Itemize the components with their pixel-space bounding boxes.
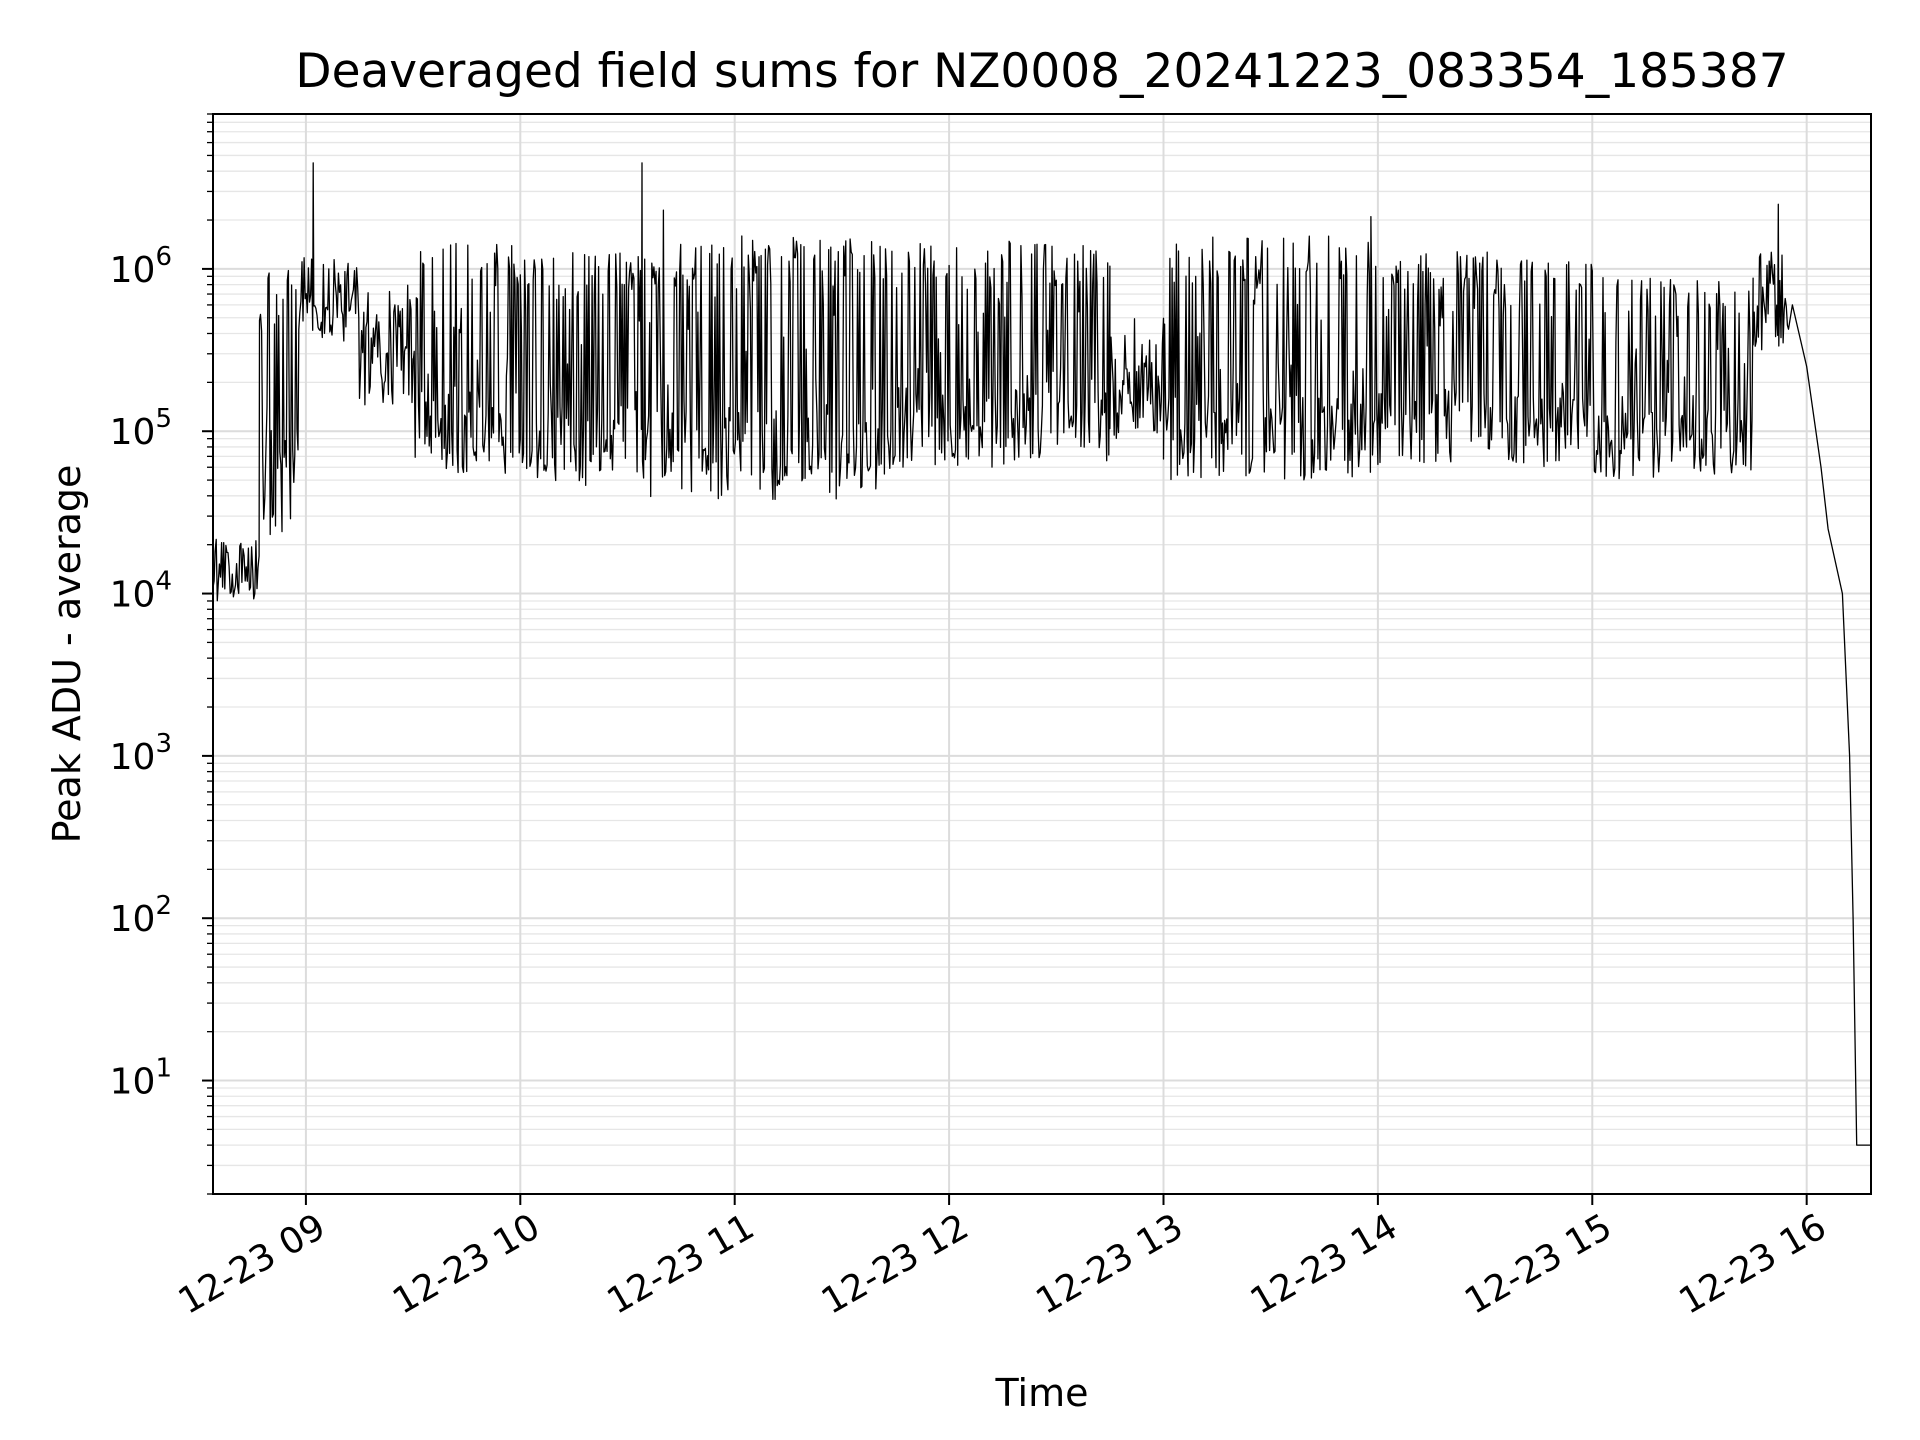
y-tick-label: 106 xyxy=(110,242,172,291)
y-tick-label: 105 xyxy=(110,404,172,453)
y-tick-exponent: 1 xyxy=(155,1054,172,1084)
y-tick-base: 10 xyxy=(110,737,156,778)
series-line xyxy=(212,162,1871,1146)
grid xyxy=(213,113,1871,1195)
y-tick-exponent: 6 xyxy=(155,242,172,272)
x-axis-label: Time xyxy=(995,1371,1089,1415)
y-tick-base: 10 xyxy=(110,575,156,616)
y-tick-exponent: 2 xyxy=(155,891,172,921)
y-tick-exponent: 4 xyxy=(155,567,172,597)
y-tick-label: 104 xyxy=(110,567,172,616)
y-tick-base: 10 xyxy=(110,1062,156,1103)
y-tick-exponent: 3 xyxy=(155,729,172,759)
y-tick-label: 101 xyxy=(110,1054,172,1103)
plot-frame xyxy=(212,113,1872,1195)
y-tick-base: 10 xyxy=(110,412,156,453)
y-tick-base: 10 xyxy=(110,250,156,291)
line-layer xyxy=(212,162,1871,1146)
chart-title: Deaveraged field sums for NZ0008_2024122… xyxy=(295,44,1788,99)
y-tick-label: 103 xyxy=(110,729,172,778)
y-tick-base: 10 xyxy=(110,899,156,940)
y-tick-exponent: 5 xyxy=(155,404,172,434)
y-axis-label: Peak ADU - average xyxy=(45,465,89,844)
ticks xyxy=(202,113,1808,1205)
y-tick-label: 102 xyxy=(110,891,172,940)
